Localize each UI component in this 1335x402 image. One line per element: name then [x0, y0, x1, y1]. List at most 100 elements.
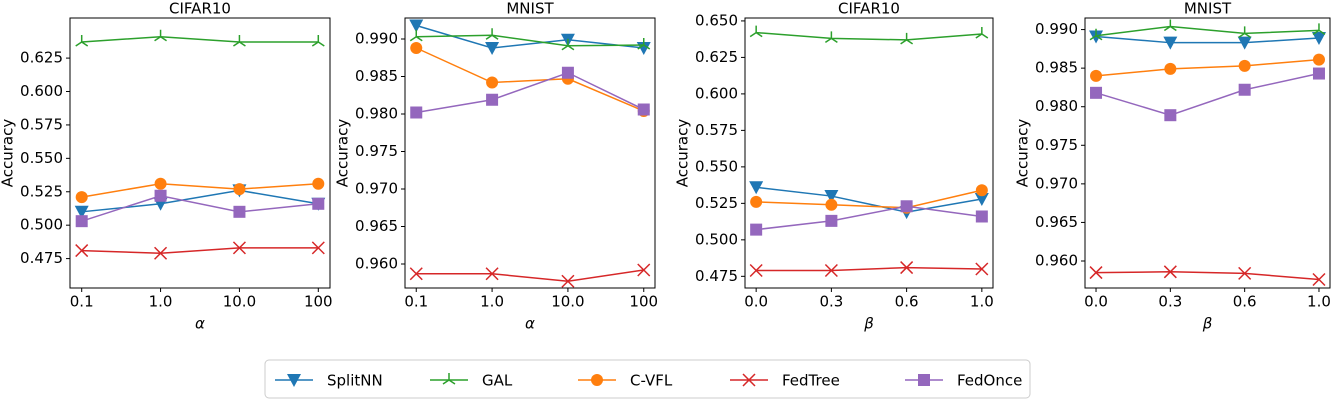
- series-line: [416, 269, 644, 283]
- x-tick-label: 0.0: [744, 293, 768, 311]
- y-axis-label: Accuracy: [0, 119, 17, 188]
- y-tick-label: 0.525: [695, 194, 738, 212]
- data-point: [154, 246, 168, 260]
- data-point: [1312, 67, 1325, 80]
- y-tick-label: 0.985: [355, 67, 398, 85]
- y-tick-label: 0.600: [695, 84, 738, 102]
- data-point: [974, 192, 989, 206]
- x-tick-label: 0.0: [1084, 293, 1108, 311]
- data-point: [900, 200, 913, 213]
- y-axis-label: Accuracy: [674, 119, 692, 188]
- data-point: [1312, 23, 1326, 35]
- series-line: [756, 266, 982, 272]
- data-point: [975, 210, 988, 223]
- data-point: [311, 241, 325, 255]
- data-point: [233, 183, 246, 196]
- y-tick-label: 0.980: [1035, 97, 1078, 115]
- legend-marker: [591, 374, 603, 386]
- series-line: [416, 71, 645, 114]
- plot-frame: [69, 17, 331, 289]
- y-tick-label: 0.990: [355, 30, 398, 48]
- data-point: [1164, 62, 1177, 75]
- y-tick-label: 0.970: [1035, 174, 1078, 192]
- data-point: [311, 35, 325, 47]
- data-point: [561, 274, 575, 288]
- legend-label: SplitNN: [327, 372, 383, 390]
- data-point: [1163, 265, 1177, 279]
- data-point: [75, 244, 89, 258]
- x-tick-label: 1.0: [1307, 293, 1331, 311]
- data-point: [1312, 53, 1325, 66]
- data-point: [750, 223, 763, 236]
- data-point: [1163, 19, 1177, 32]
- data-point: [1090, 69, 1103, 82]
- data-point: [1090, 86, 1103, 99]
- y-tick-label: 0.575: [20, 115, 63, 133]
- series-line: [1095, 72, 1320, 116]
- plot-frame: [404, 17, 656, 289]
- x-tick-label: 0.1: [70, 293, 94, 311]
- y-tick-label: 0.980: [355, 105, 398, 123]
- data-point: [637, 103, 650, 116]
- chart-title: MNIST: [1184, 0, 1232, 18]
- series-line: [756, 31, 982, 41]
- x-axis-label: α: [525, 315, 535, 333]
- data-point: [74, 205, 89, 219]
- y-tick-label: 0.965: [355, 217, 398, 235]
- series-line: [756, 186, 982, 213]
- data-point: [637, 263, 651, 277]
- data-point: [1089, 266, 1103, 280]
- x-axis-label: β: [1202, 315, 1213, 333]
- data-point: [1164, 109, 1177, 122]
- x-axis-label: α: [195, 315, 205, 333]
- x-tick-label: 1.0: [970, 293, 994, 311]
- data-point: [749, 25, 763, 38]
- data-point: [900, 32, 914, 45]
- series-line: [81, 194, 319, 222]
- legend-marker: [918, 374, 930, 386]
- y-tick-label: 0.960: [355, 255, 398, 273]
- y-tick-label: 0.475: [695, 267, 738, 285]
- data-point: [824, 31, 838, 44]
- data-point: [154, 177, 167, 190]
- data-point: [1238, 83, 1251, 96]
- data-point: [233, 205, 246, 218]
- legend-label: FedTree: [782, 372, 840, 390]
- y-axis-label: Accuracy: [1014, 119, 1032, 188]
- data-point: [750, 195, 763, 208]
- series-line: [756, 189, 983, 209]
- plot-frame: [1084, 17, 1331, 289]
- data-point: [1163, 36, 1178, 50]
- legend-marker: [742, 373, 756, 387]
- data-point: [409, 29, 423, 42]
- data-point: [486, 76, 499, 89]
- legend-label: C-VFL: [630, 372, 673, 390]
- series-line: [1095, 25, 1320, 37]
- data-point: [1089, 28, 1103, 41]
- series-line: [81, 189, 319, 213]
- y-tick-label: 0.625: [20, 49, 63, 67]
- data-point: [1238, 26, 1252, 39]
- data-point: [75, 35, 89, 47]
- x-tick-label: 10.0: [223, 293, 256, 311]
- y-tick-label: 0.970: [355, 180, 398, 198]
- x-tick-label: 100: [304, 293, 333, 311]
- x-tick-label: 0.6: [1233, 293, 1257, 311]
- y-axis-label: Accuracy: [334, 119, 352, 188]
- data-point: [749, 181, 764, 195]
- y-tick-label: 0.550: [695, 157, 738, 175]
- data-point: [900, 261, 914, 275]
- y-tick-label: 0.575: [695, 121, 738, 139]
- legend-box: [264, 359, 1031, 399]
- series-line: [416, 34, 644, 47]
- data-point: [825, 214, 838, 227]
- data-point: [637, 38, 651, 50]
- data-point: [1238, 266, 1252, 280]
- y-tick-label: 0.975: [355, 142, 398, 160]
- data-point: [1311, 32, 1326, 46]
- chart-title: MNIST: [506, 0, 554, 18]
- data-point: [75, 215, 88, 228]
- y-tick-label: 0.500: [20, 216, 63, 234]
- series-line: [81, 247, 319, 254]
